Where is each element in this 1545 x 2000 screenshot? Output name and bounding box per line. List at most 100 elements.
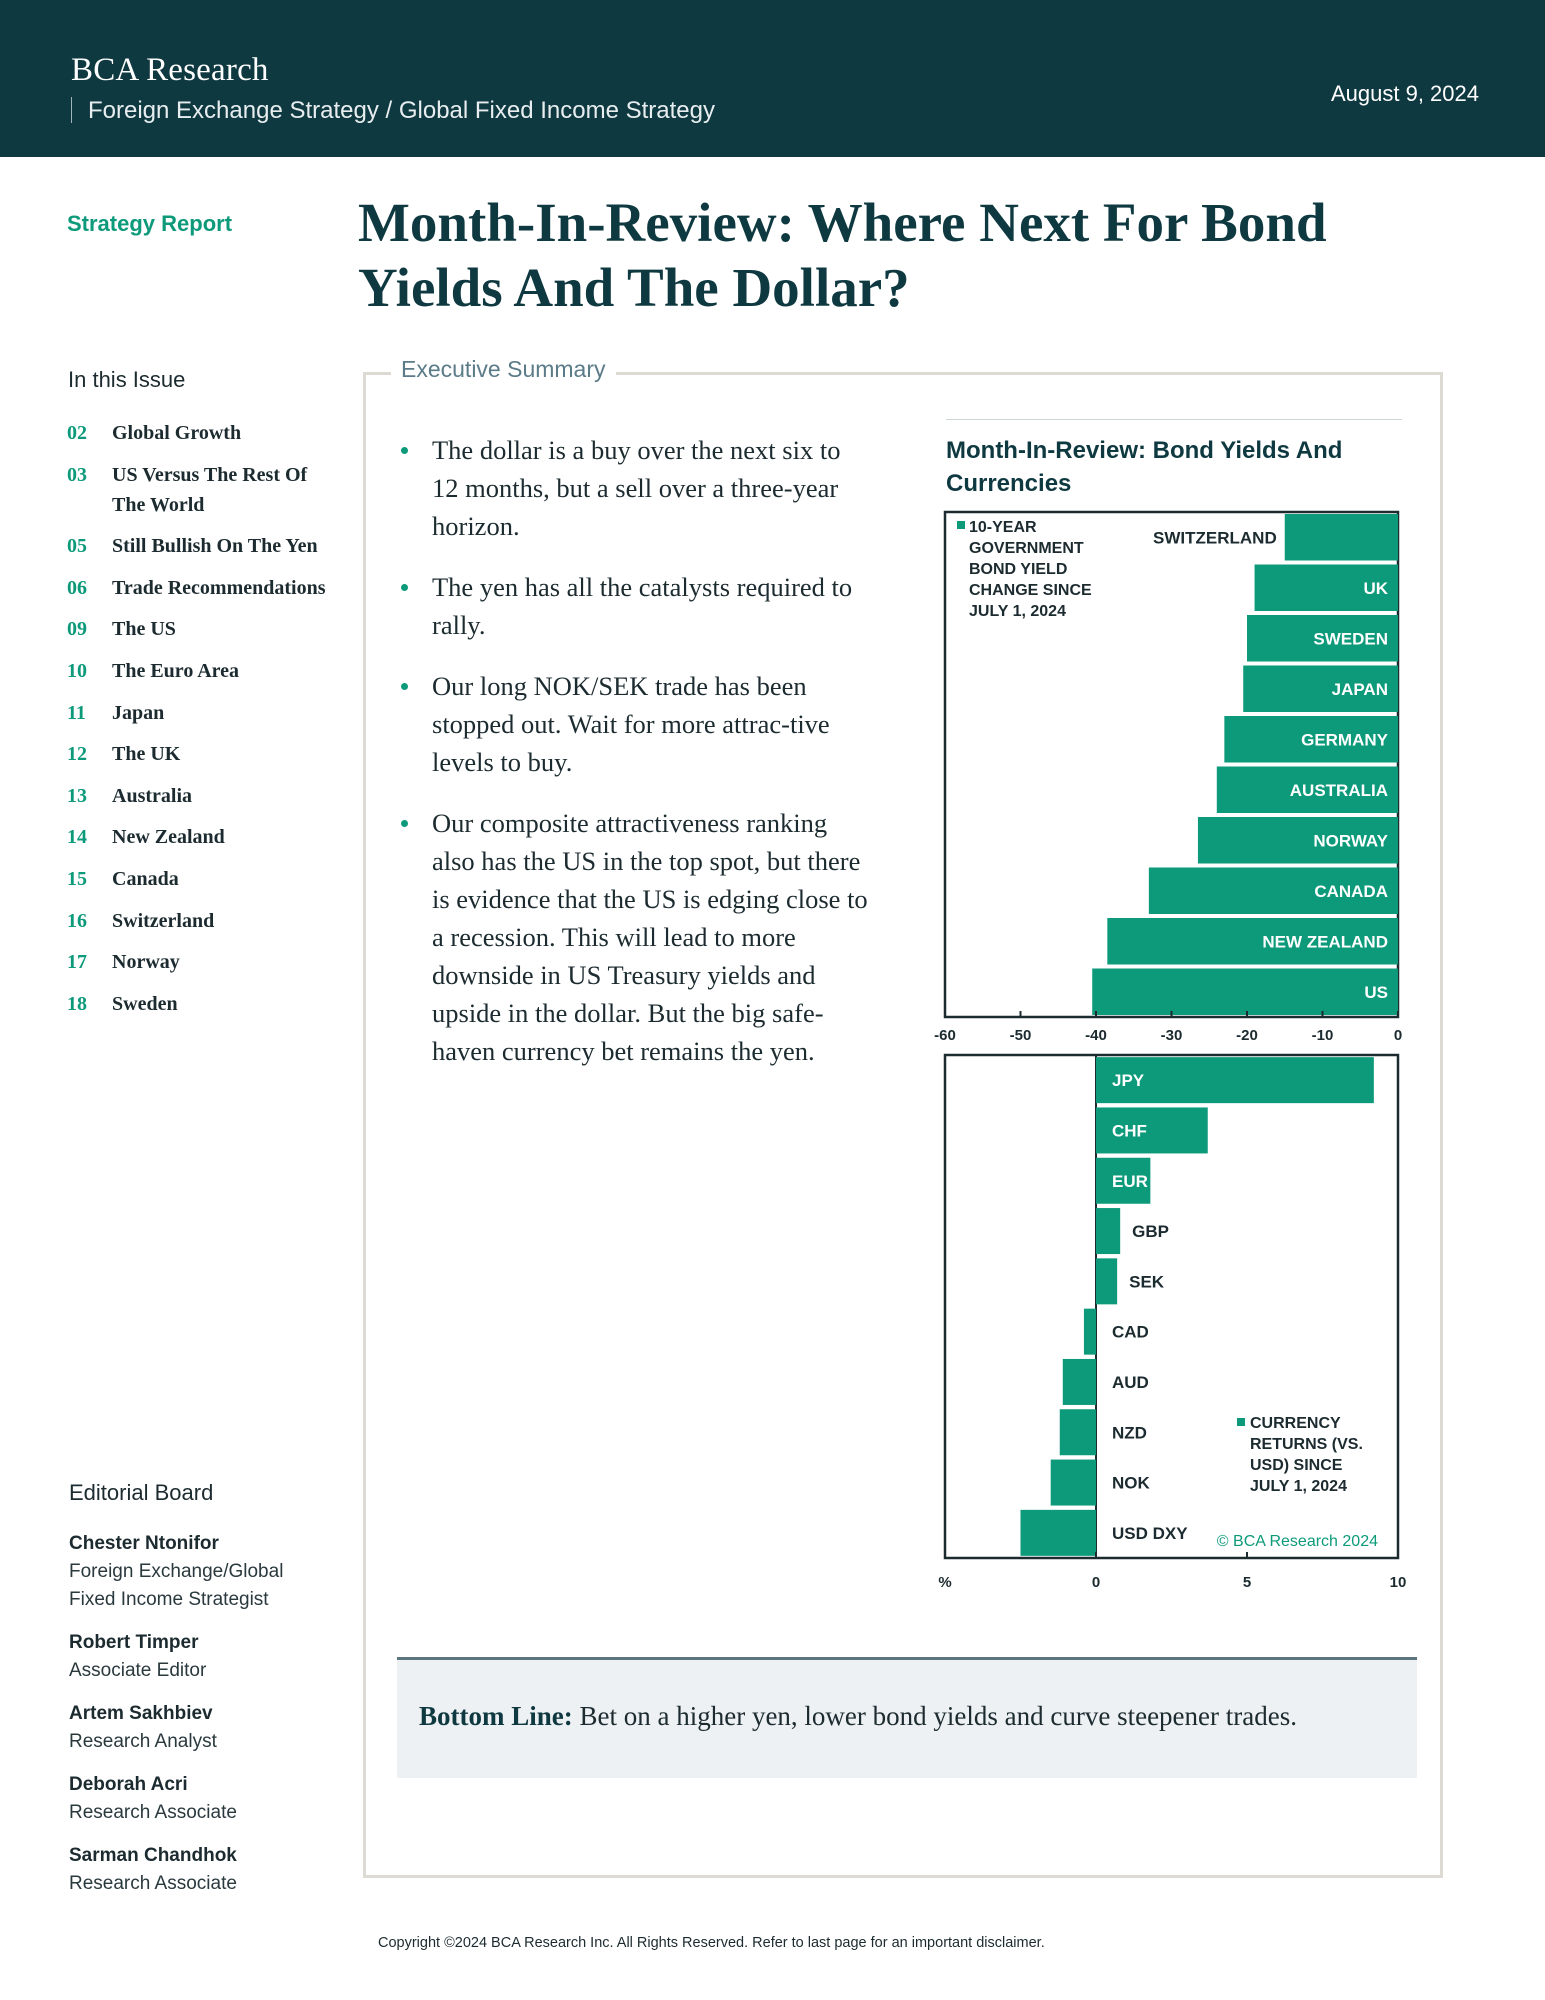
member-name: Deborah Acri: [69, 1774, 188, 1795]
tick-label: -50: [1010, 1027, 1032, 1044]
member-name: Sarman Chandhok: [69, 1845, 237, 1866]
category-label: GBP: [1132, 1222, 1169, 1241]
category-label: CAD: [1112, 1323, 1149, 1342]
tick-label: 10: [1390, 1574, 1407, 1591]
category-label: NOK: [1112, 1474, 1151, 1493]
toc-page-number: 10: [67, 659, 87, 682]
toc-page-number: 14: [67, 826, 87, 849]
bar: [1254, 564, 1398, 611]
report-type: Strategy Report: [67, 211, 233, 236]
publication-name: Foreign Exchange Strategy / Global Fixed…: [88, 97, 715, 124]
bar: [1096, 1208, 1121, 1255]
toc-item[interactable]: 14 New Zealand: [67, 822, 327, 852]
category-label: CANADA: [1314, 882, 1388, 901]
toc-label: The UK: [112, 743, 181, 766]
bar: [1062, 1358, 1096, 1405]
toc-item[interactable]: 17 Norway: [67, 947, 327, 977]
tick-label: 5: [1243, 1574, 1251, 1591]
bar: [1050, 1459, 1096, 1506]
bar: [1107, 918, 1398, 965]
toc-label: The US: [112, 618, 176, 641]
toc-item[interactable]: 15 Canada: [67, 864, 327, 894]
report-date: August 9, 2024: [1330, 81, 1479, 106]
category-label: AUD: [1112, 1373, 1149, 1392]
editorial-board-heading: Editorial Board: [69, 1480, 214, 1505]
member-role: Research Associate: [69, 1873, 237, 1894]
toc-page-number: 13: [67, 784, 87, 807]
bar: [1197, 817, 1398, 864]
legend-text: RETURNS (VS.: [1250, 1436, 1363, 1453]
toc-item[interactable]: 05 Still Bullish On The Yen: [67, 531, 327, 561]
tick-label: 0: [1394, 1027, 1402, 1044]
member-role: Research Associate: [69, 1802, 237, 1823]
legend-text: GOVERNMENT: [969, 540, 1084, 557]
unit-label: %: [938, 1574, 951, 1591]
bar: [1083, 1308, 1096, 1355]
category-label: SEK: [1129, 1272, 1165, 1291]
chart-divider: [946, 419, 1402, 420]
board-member: Chester Ntonifor Foreign Exchange/Global …: [69, 1530, 329, 1614]
executive-summary-heading: Executive Summary: [391, 356, 616, 383]
toc-item[interactable]: 16 Switzerland: [67, 906, 327, 936]
tick-label: -20: [1236, 1027, 1258, 1044]
legend-text: JULY 1, 2024: [1250, 1478, 1347, 1495]
toc-item[interactable]: 02 Global Growth: [67, 418, 327, 448]
bar: [1148, 867, 1398, 914]
toc-page-number: 17: [67, 951, 87, 974]
toc-item[interactable]: 12 The UK: [67, 739, 327, 769]
bond-currency-chart: SWITZERLAND UK SWEDEN JAPAN GERMANY AUSTRALIA…: [934, 510, 1407, 1591]
category-label: USD DXY: [1112, 1524, 1188, 1543]
member-role: Research Analyst: [69, 1731, 217, 1752]
toc-label: New Zealand: [112, 826, 225, 849]
toc-page-number: 15: [67, 867, 87, 890]
toc-item[interactable]: 09 The US: [67, 614, 327, 644]
divider: [71, 97, 72, 123]
toc-item[interactable]: 10 The Euro Area: [67, 656, 327, 686]
toc-page-number: 02: [67, 422, 87, 444]
page-title: Month-In-Review: Where Next For Bond Yie…: [358, 192, 1327, 318]
bar: [1096, 1258, 1118, 1305]
category-label: US: [1364, 983, 1388, 1002]
bar: [1096, 1057, 1374, 1104]
toc-page-number: 16: [67, 909, 87, 932]
tick-label: 0: [1092, 1574, 1100, 1591]
legend-text: CHANGE SINCE: [969, 582, 1092, 599]
table-of-contents: 02 Global Growth 03 US Versus The Rest Of T…: [67, 418, 327, 1030]
publication-line: Foreign Exchange Strategy / Global Fixed…: [71, 97, 715, 125]
toc-label: Norway: [112, 951, 180, 974]
tick-label: -10: [1312, 1027, 1334, 1044]
category-label: SWEDEN: [1313, 629, 1388, 648]
tick-label: -60: [934, 1027, 956, 1044]
category-label: JAPAN: [1332, 680, 1388, 699]
summary-bullets: The dollar is a buy over the next six to…: [398, 431, 868, 1093]
executive-summary-frame: [363, 372, 1443, 1878]
bar: [1096, 1107, 1208, 1154]
toc-page-number: 05: [67, 535, 87, 558]
toc-label: US Versus The Rest Of The World: [112, 463, 308, 516]
summary-bullet: Our long NOK/SEK trade has been stopped …: [398, 667, 868, 781]
toc-item[interactable]: 06 Trade Recommendations: [67, 573, 327, 603]
editorial-board: Chester Ntonifor Foreign Exchange/Global …: [69, 1530, 329, 1913]
toc-item[interactable]: 13 Australia: [67, 781, 327, 811]
toc-item[interactable]: 11 Japan: [67, 698, 327, 728]
category-label: AUSTRALIA: [1290, 781, 1388, 800]
toc-label: Trade Recommendations: [112, 576, 326, 599]
board-member: Artem Sakhbiev Research Analyst: [69, 1700, 329, 1756]
legend-text: BOND YIELD: [969, 561, 1067, 578]
member-role: Associate Editor: [69, 1660, 207, 1681]
bar: [1096, 1157, 1151, 1204]
category-label: UK: [1363, 579, 1388, 598]
legend-text: JULY 1, 2024: [969, 603, 1066, 620]
toc-item[interactable]: 18 Sweden: [67, 989, 327, 1019]
category-label: NORWAY: [1313, 831, 1388, 850]
category-label: EUR: [1112, 1172, 1148, 1191]
toc-label: Sweden: [112, 992, 178, 1015]
bottom-line-label: Bottom Line:: [419, 1701, 573, 1731]
toc-page-number: 09: [67, 618, 87, 641]
toc-label: Switzerland: [112, 909, 215, 932]
tick-label: -40: [1085, 1027, 1107, 1044]
toc-page-number: 18: [67, 992, 87, 1015]
brand-logo: BCA Research: [71, 52, 269, 88]
summary-bullet: The yen has all the catalysts required t…: [398, 568, 868, 644]
toc-item[interactable]: 03 US Versus The Rest Of The World: [67, 460, 327, 520]
